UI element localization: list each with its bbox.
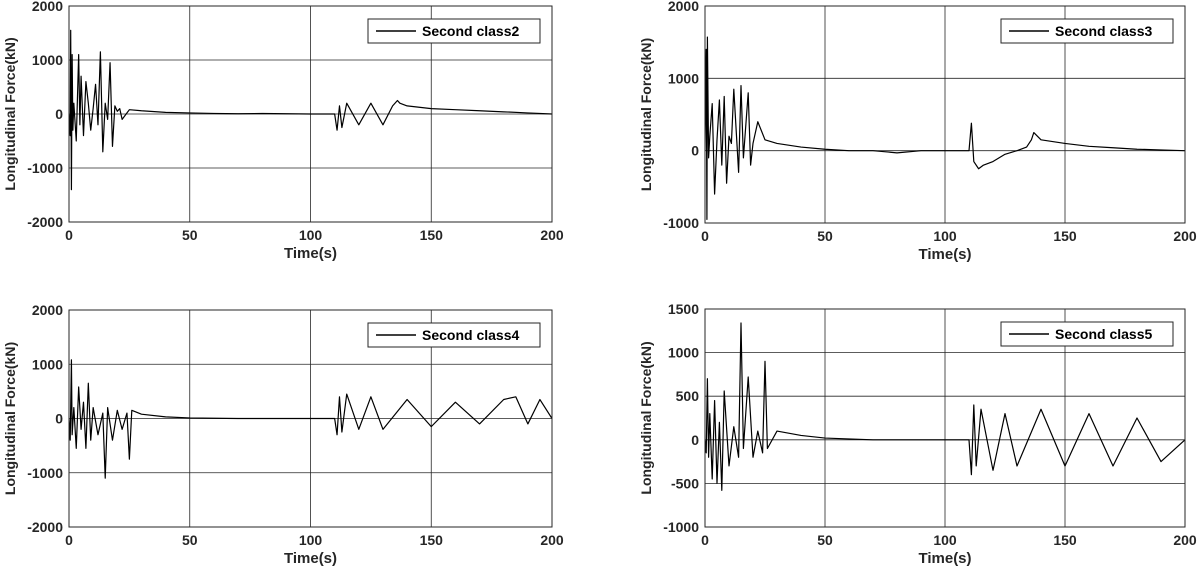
y-tick-label: -1000 (663, 519, 699, 535)
x-tick-label: 200 (1173, 228, 1197, 244)
x-tick-label: 50 (817, 532, 833, 548)
x-tick-label: 0 (701, 532, 709, 548)
y-tick-label: 0 (691, 432, 699, 448)
y-axis-label: Longitudinal Force(kN) (2, 342, 18, 495)
x-tick-label: 150 (420, 227, 444, 243)
y-tick-label: -500 (671, 475, 699, 491)
x-tick-label: 0 (65, 227, 73, 243)
axes-frame (704, 308, 1186, 528)
series-line (705, 36, 1185, 220)
legend: Second class4 (367, 322, 541, 348)
legend: Second class5 (1000, 321, 1174, 347)
y-tick-label: 2000 (32, 302, 63, 318)
y-axis-label: Longitudinal Force(kN) (638, 38, 654, 191)
y-tick-label: 500 (676, 388, 700, 404)
x-tick-label: 100 (933, 228, 957, 244)
series-line (69, 359, 552, 479)
x-tick-label: 150 (1053, 532, 1077, 548)
x-tick-label: 100 (933, 532, 957, 548)
x-axis-label: Time(s) (284, 245, 337, 262)
x-tick-label: 0 (65, 532, 73, 548)
y-tick-label: 1000 (668, 345, 699, 361)
y-axis-label: Longitudinal Force(kN) (638, 341, 654, 494)
x-tick-label: 200 (540, 227, 564, 243)
x-axis-label: Time(s) (284, 550, 337, 567)
y-tick-label: 2000 (32, 0, 63, 14)
x-tick-label: 0 (701, 228, 709, 244)
y-tick-label: 1000 (668, 70, 699, 86)
x-tick-label: 200 (1173, 532, 1197, 548)
legend: Second class3 (1000, 18, 1174, 44)
y-tick-label: -1000 (27, 465, 63, 481)
y-tick-label: 0 (55, 411, 63, 427)
y-tick-label: 0 (691, 143, 699, 159)
chart-second-class5: 0 50 100 150 200 -1000 -500 0 500 1000 1500 Time(s)… (638, 301, 1197, 567)
x-tick-label: 50 (182, 532, 198, 548)
chart-second-class4: 0 50 100 150 200 -2000 -1000 0 1000 2000 Time(s) Lo… (2, 302, 564, 567)
y-tick-label: 1000 (32, 52, 63, 68)
legend: Second class2 (367, 18, 541, 44)
x-tick-label: 50 (817, 228, 833, 244)
y-tick-label: 1500 (668, 301, 699, 317)
axes-frame (68, 309, 553, 528)
axes-frame (68, 5, 553, 223)
legend-label: Second class3 (1055, 23, 1152, 39)
x-tick-label: 100 (299, 532, 323, 548)
legend-label: Second class4 (422, 327, 519, 343)
x-axis-label: Time(s) (918, 550, 971, 567)
x-tick-label: 50 (182, 227, 198, 243)
chart-second-class3: 0 50 100 150 200-1000010002000Time(s)Longitu… (638, 0, 1197, 263)
y-tick-label: -1000 (663, 215, 699, 231)
series-line (69, 29, 552, 191)
x-tick-label: 150 (1053, 228, 1077, 244)
x-axis-label: Time(s) (918, 246, 971, 263)
series-line (705, 322, 1185, 491)
y-tick-label: 2000 (668, 0, 699, 14)
legend-label: Second class5 (1055, 326, 1152, 342)
axes-frame (704, 5, 1186, 224)
y-tick-label: -2000 (27, 214, 63, 230)
x-tick-label: 100 (299, 227, 323, 243)
y-axis-label: Longitudinal Force(kN) (2, 37, 18, 190)
chart-second-class2: 0 50 100 150 200 -2000 -1000 0 1000 2000 Time(s) Lo… (2, 0, 564, 262)
x-tick-label: 150 (420, 532, 444, 548)
legend-label: Second class2 (422, 23, 519, 39)
y-tick-label: -2000 (27, 519, 63, 535)
y-tick-label: -1000 (27, 160, 63, 176)
x-tick-label: 200 (540, 532, 564, 548)
y-tick-label: 1000 (32, 356, 63, 372)
y-tick-label: 0 (55, 106, 63, 122)
